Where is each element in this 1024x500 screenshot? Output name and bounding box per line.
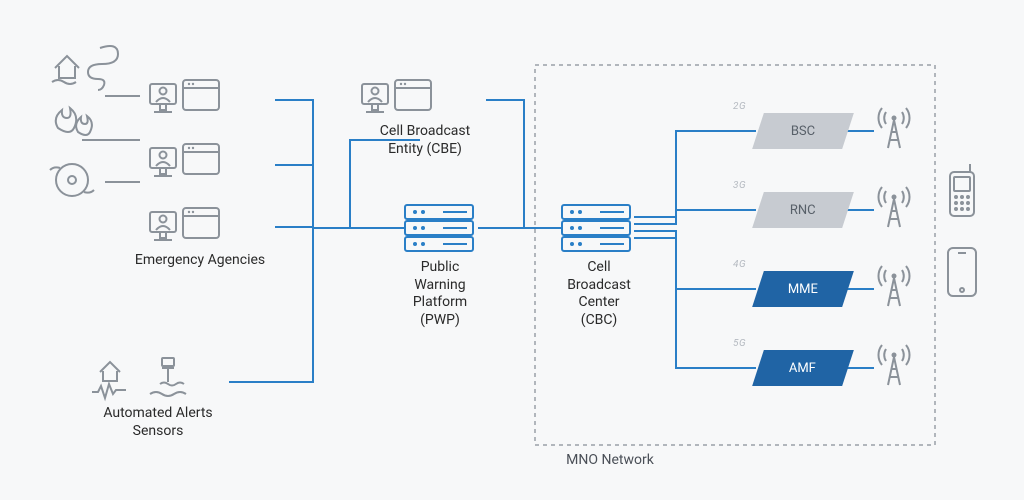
gen-label-4g: 4G bbox=[733, 259, 746, 270]
agency-workstation-icon bbox=[150, 208, 219, 240]
sensor-icons bbox=[92, 358, 186, 398]
gen-label-5g: 5G bbox=[733, 338, 746, 349]
gen-label-3g: 3G bbox=[733, 180, 746, 191]
automated-sensors-label: Automated Alerts Sensors bbox=[68, 405, 248, 440]
cbc-label: Cell Broadcast Center (CBC) bbox=[549, 259, 649, 329]
smartphone-icon bbox=[948, 248, 976, 296]
cbe-workstation-icon bbox=[362, 80, 431, 112]
netbox-amf: AMF bbox=[752, 350, 854, 386]
feature-phone-icon bbox=[950, 164, 974, 216]
servers bbox=[405, 205, 630, 251]
netbox-bsc: BSC bbox=[752, 113, 854, 149]
agency-workstation-icon bbox=[150, 80, 219, 112]
cbc-server-icon bbox=[562, 205, 630, 251]
emergency-icons bbox=[50, 46, 118, 196]
cbe-label: Cell Broadcast Entity (CBE) bbox=[345, 123, 505, 158]
netbox-mme: MME bbox=[752, 271, 854, 307]
mno-network-box bbox=[535, 65, 935, 445]
cell-towers bbox=[878, 108, 909, 385]
connections-grey bbox=[82, 96, 140, 182]
agency-workstation-icon bbox=[150, 144, 219, 176]
pwp-label: Public Warning Platform (PWP) bbox=[390, 259, 490, 329]
emergency-agencies-label: Emergency Agencies bbox=[110, 252, 290, 270]
netbox-rnc: RNC bbox=[752, 192, 854, 228]
pwp-server-icon bbox=[405, 205, 473, 251]
gen-label-2g: 2G bbox=[733, 101, 746, 112]
mno-label: MNO Network bbox=[540, 452, 680, 470]
